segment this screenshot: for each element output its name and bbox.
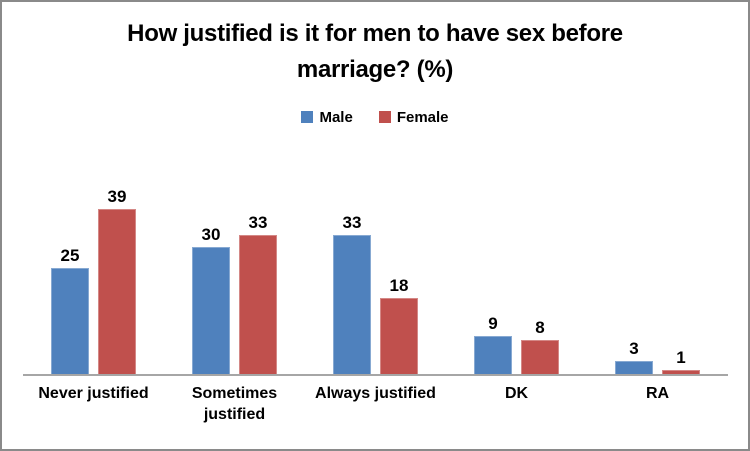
value-label: 33 bbox=[248, 212, 268, 232]
plot-area: 25 39 30 33 33 18 9 8 3 1 bbox=[23, 184, 728, 376]
value-label: 33 bbox=[342, 212, 362, 232]
legend-item-female: Female bbox=[378, 108, 449, 126]
bar-male: 30 bbox=[192, 225, 230, 374]
bar-male: 25 bbox=[51, 246, 89, 374]
value-label: 1 bbox=[676, 347, 686, 367]
legend-item-male: Male bbox=[301, 108, 353, 126]
bar-male: 9 bbox=[474, 314, 512, 374]
x-axis-label: Sometimes justified bbox=[191, 385, 278, 423]
bar-female: 1 bbox=[662, 348, 700, 374]
bar-group: 25 39 bbox=[23, 184, 164, 374]
bar-female: 18 bbox=[380, 276, 418, 374]
legend-swatch-male bbox=[301, 111, 314, 123]
value-label: 9 bbox=[488, 314, 498, 333]
bar-female: 8 bbox=[521, 318, 559, 374]
chart-title: How justified is it for men to have sex … bbox=[2, 2, 748, 88]
bar-female: 39 bbox=[98, 187, 136, 374]
x-axis-label: Never justified bbox=[38, 385, 149, 402]
bar-male: 33 bbox=[333, 213, 371, 374]
x-axis-label: DK bbox=[504, 385, 529, 402]
legend-label: Female bbox=[396, 108, 449, 126]
value-label: 30 bbox=[201, 225, 221, 245]
x-axis-labels: Never justified Sometimes justified Always… bbox=[23, 376, 728, 425]
legend: Male Female bbox=[2, 108, 748, 126]
x-axis-label: RA bbox=[645, 385, 670, 402]
value-label: 39 bbox=[107, 187, 127, 207]
bar-female: 33 bbox=[239, 213, 277, 374]
value-label: 18 bbox=[389, 276, 409, 295]
bar-male: 3 bbox=[615, 339, 653, 374]
legend-label: Male bbox=[319, 108, 353, 126]
value-label: 8 bbox=[535, 318, 545, 338]
chart-title-line-1: How justified is it for men to have sex … bbox=[127, 20, 623, 47]
bar-group: 33 18 bbox=[305, 184, 446, 374]
legend-swatch-female bbox=[378, 111, 391, 123]
value-label: 3 bbox=[629, 339, 639, 359]
value-label: 25 bbox=[60, 246, 80, 266]
x-axis-label: Always justified bbox=[315, 385, 436, 402]
bar-group: 30 33 bbox=[164, 184, 305, 374]
chart-title-line-2: marriage? (%) bbox=[296, 56, 454, 83]
